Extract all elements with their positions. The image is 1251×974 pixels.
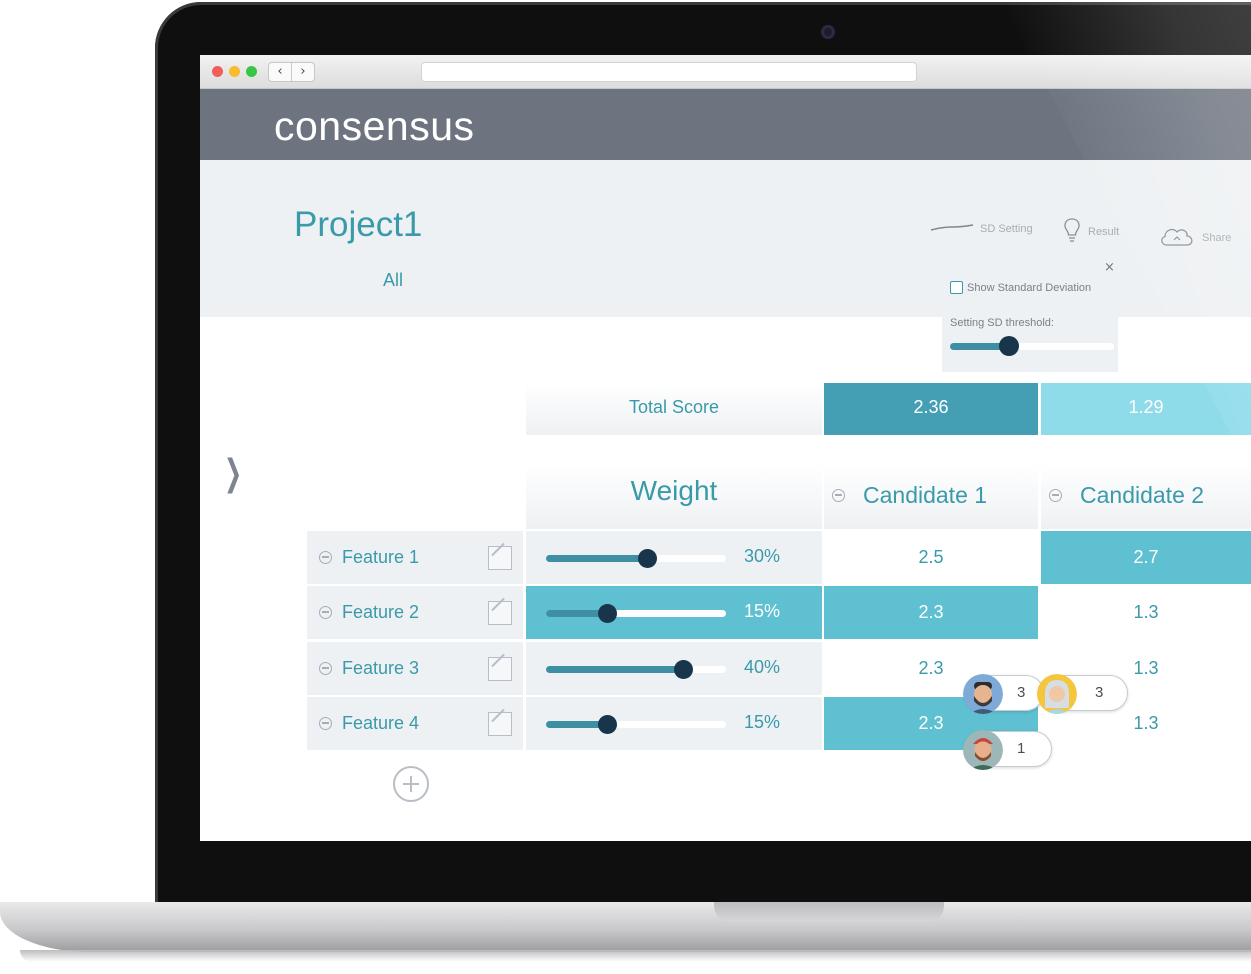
feature-name[interactable]: Feature 3 — [342, 658, 420, 678]
show-sd-option[interactable]: Show Standard Deviation — [950, 281, 1091, 294]
sd-settings-panel: × Show Standard Deviation Setting SD thr… — [942, 254, 1118, 372]
show-sd-checkbox[interactable] — [950, 281, 963, 294]
edit-icon[interactable] — [488, 712, 512, 736]
weight-slider[interactable] — [546, 721, 726, 728]
weight-cell-1: 30% — [526, 531, 822, 584]
feature-row-4: Feature 4 — [307, 697, 523, 750]
laptop-base — [0, 902, 1251, 952]
result-label: Result — [1088, 225, 1120, 238]
weight-slider-fill — [546, 610, 607, 617]
weight-value: 40% — [744, 657, 781, 677]
remove-feature-icon[interactable] — [319, 551, 332, 564]
sd-threshold-fill — [950, 343, 1009, 350]
total-score-label: Total Score — [628, 397, 720, 417]
weight-slider-handle[interactable] — [597, 604, 617, 623]
candidate-1-name[interactable]: Candidate 1 — [863, 482, 988, 508]
weight-slider-handle[interactable] — [637, 549, 657, 568]
page-title: Project1 — [294, 205, 423, 244]
vote-bubble[interactable]: 1 — [963, 730, 1052, 770]
filter-all-tab[interactable]: All — [383, 270, 404, 290]
avatar — [1037, 674, 1077, 714]
laptop-shadow — [20, 950, 1251, 962]
minimize-window-button[interactable] — [229, 66, 240, 77]
chevron-right-icon[interactable]: ❯ — [224, 453, 243, 494]
sd-threshold-handle[interactable] — [999, 336, 1019, 356]
vote-count: 3 — [1017, 684, 1026, 701]
avatar — [963, 730, 1003, 770]
weight-cell-4: 15% — [526, 697, 822, 750]
weight-value: 15% — [744, 601, 781, 621]
score-cell[interactable]: 1.3 — [1041, 586, 1251, 639]
edit-icon[interactable] — [488, 546, 512, 570]
app-logo[interactable]: consensus — [274, 103, 475, 149]
plus-circle-icon[interactable] — [393, 766, 429, 802]
feature-name[interactable]: Feature 1 — [342, 547, 420, 567]
share-button[interactable]: Share — [1158, 225, 1231, 250]
weight-column-header: Weight — [526, 463, 822, 529]
candidate-1-header: Candidate 1 — [824, 463, 1038, 529]
sd-setting-icon — [930, 223, 974, 235]
close-icon[interactable]: × — [1104, 260, 1115, 275]
laptop-notch — [714, 902, 944, 922]
sd-setting-button[interactable]: SD Setting — [930, 223, 1033, 235]
total-score-label-cell: Total Score — [526, 383, 822, 435]
sd-threshold-slider[interactable] — [950, 343, 1114, 350]
vote-count: 1 — [1017, 740, 1026, 757]
feature-row-1: Feature 1 — [307, 531, 523, 584]
avatar — [963, 674, 1003, 714]
vote-count: 3 — [1095, 684, 1104, 701]
share-label: Share — [1202, 231, 1232, 244]
weight-slider-handle[interactable] — [673, 660, 693, 679]
weight-slider-fill — [546, 721, 607, 728]
total-score-candidate-1: 2.36 — [824, 383, 1038, 435]
candidate-2-header: Candidate 2 — [1041, 463, 1251, 529]
edit-icon[interactable] — [488, 601, 512, 625]
feature-name[interactable]: Feature 2 — [342, 602, 420, 622]
weight-cell-3: 40% — [526, 642, 822, 695]
remove-feature-icon[interactable] — [319, 662, 332, 675]
address-bar[interactable] — [421, 62, 917, 82]
sd-setting-label: SD Setting — [980, 223, 1033, 235]
score-cell[interactable]: 2.5 — [824, 531, 1038, 584]
candidate-2-name[interactable]: Candidate 2 — [1080, 482, 1205, 508]
browser-window: ‹ › consensus Project1 All SD Setting Re… — [200, 55, 1251, 841]
feature-row-2: Feature 2 — [307, 586, 523, 639]
weight-header-label: Weight — [630, 475, 718, 506]
vote-bubble[interactable]: 3 — [963, 674, 1044, 714]
score-cell[interactable]: 2.7 — [1041, 531, 1251, 584]
score-cell[interactable]: 2.3 — [824, 586, 1038, 639]
weight-value: 30% — [744, 546, 781, 566]
remove-feature-icon[interactable] — [319, 606, 332, 619]
lightbulb-icon — [1062, 217, 1082, 246]
total-score-candidate-2: 1.29 — [1041, 383, 1251, 435]
feature-row-3: Feature 3 — [307, 642, 523, 695]
weight-slider[interactable] — [546, 610, 726, 617]
weight-slider-handle[interactable] — [597, 715, 617, 734]
forward-button[interactable]: › — [291, 62, 315, 82]
sd-threshold-label: Setting SD threshold: — [950, 317, 1054, 329]
vote-bubble[interactable]: 3 — [1037, 674, 1128, 714]
edit-icon[interactable] — [488, 657, 512, 681]
close-window-button[interactable] — [212, 66, 223, 77]
remove-candidate-icon[interactable] — [832, 489, 845, 502]
weight-slider-fill — [546, 666, 683, 673]
remove-feature-icon[interactable] — [319, 717, 332, 730]
result-button[interactable]: Result — [1062, 217, 1119, 246]
weight-cell-2: 15% — [526, 586, 822, 639]
remove-candidate-icon[interactable] — [1049, 489, 1062, 502]
back-button[interactable]: ‹ — [268, 62, 292, 82]
webcam — [821, 25, 835, 39]
weight-slider-fill — [546, 555, 647, 562]
browser-toolbar: ‹ › — [200, 55, 1251, 89]
maximize-window-button[interactable] — [246, 66, 257, 77]
weight-value: 15% — [744, 712, 781, 732]
cloud-icon — [1158, 225, 1196, 250]
show-sd-label: Show Standard Deviation — [967, 281, 1092, 294]
feature-name[interactable]: Feature 4 — [342, 713, 420, 733]
app-header: consensus — [200, 89, 1251, 160]
